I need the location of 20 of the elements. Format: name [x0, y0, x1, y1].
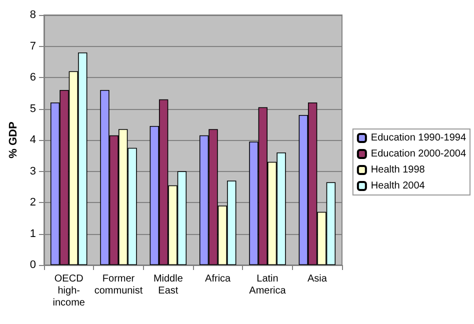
y-tick-label: 6 — [30, 72, 36, 84]
legend-label: Health 1998 — [370, 164, 426, 176]
x-tick-label: Middle East — [153, 274, 184, 296]
legend-label: Education 1990-1994 — [370, 132, 466, 144]
x-tick-label: Former communist — [94, 274, 143, 296]
y-tick-label: 5 — [30, 102, 36, 115]
y-tick-label: 1 — [30, 228, 36, 240]
y-tick-label: 4 — [30, 134, 36, 146]
x-tick-label: Africa — [205, 274, 232, 284]
legend-label: Health 2004 — [370, 180, 426, 192]
x-tick-label: Asia — [307, 274, 328, 284]
y-tick-label: 2 — [30, 196, 36, 208]
legend-label: Education 2000-2004 — [370, 148, 466, 160]
y-tick-label: 7 — [30, 40, 36, 52]
x-tick-label: Latin America — [249, 274, 286, 296]
y-tick-label: 0 — [30, 259, 36, 271]
y-tick-label: 3 — [30, 165, 36, 178]
x-tick-label: OECD high-income — [52, 274, 86, 308]
y-tick-label: 8 — [30, 9, 36, 21]
y-axis-title: % GDP — [8, 122, 20, 158]
